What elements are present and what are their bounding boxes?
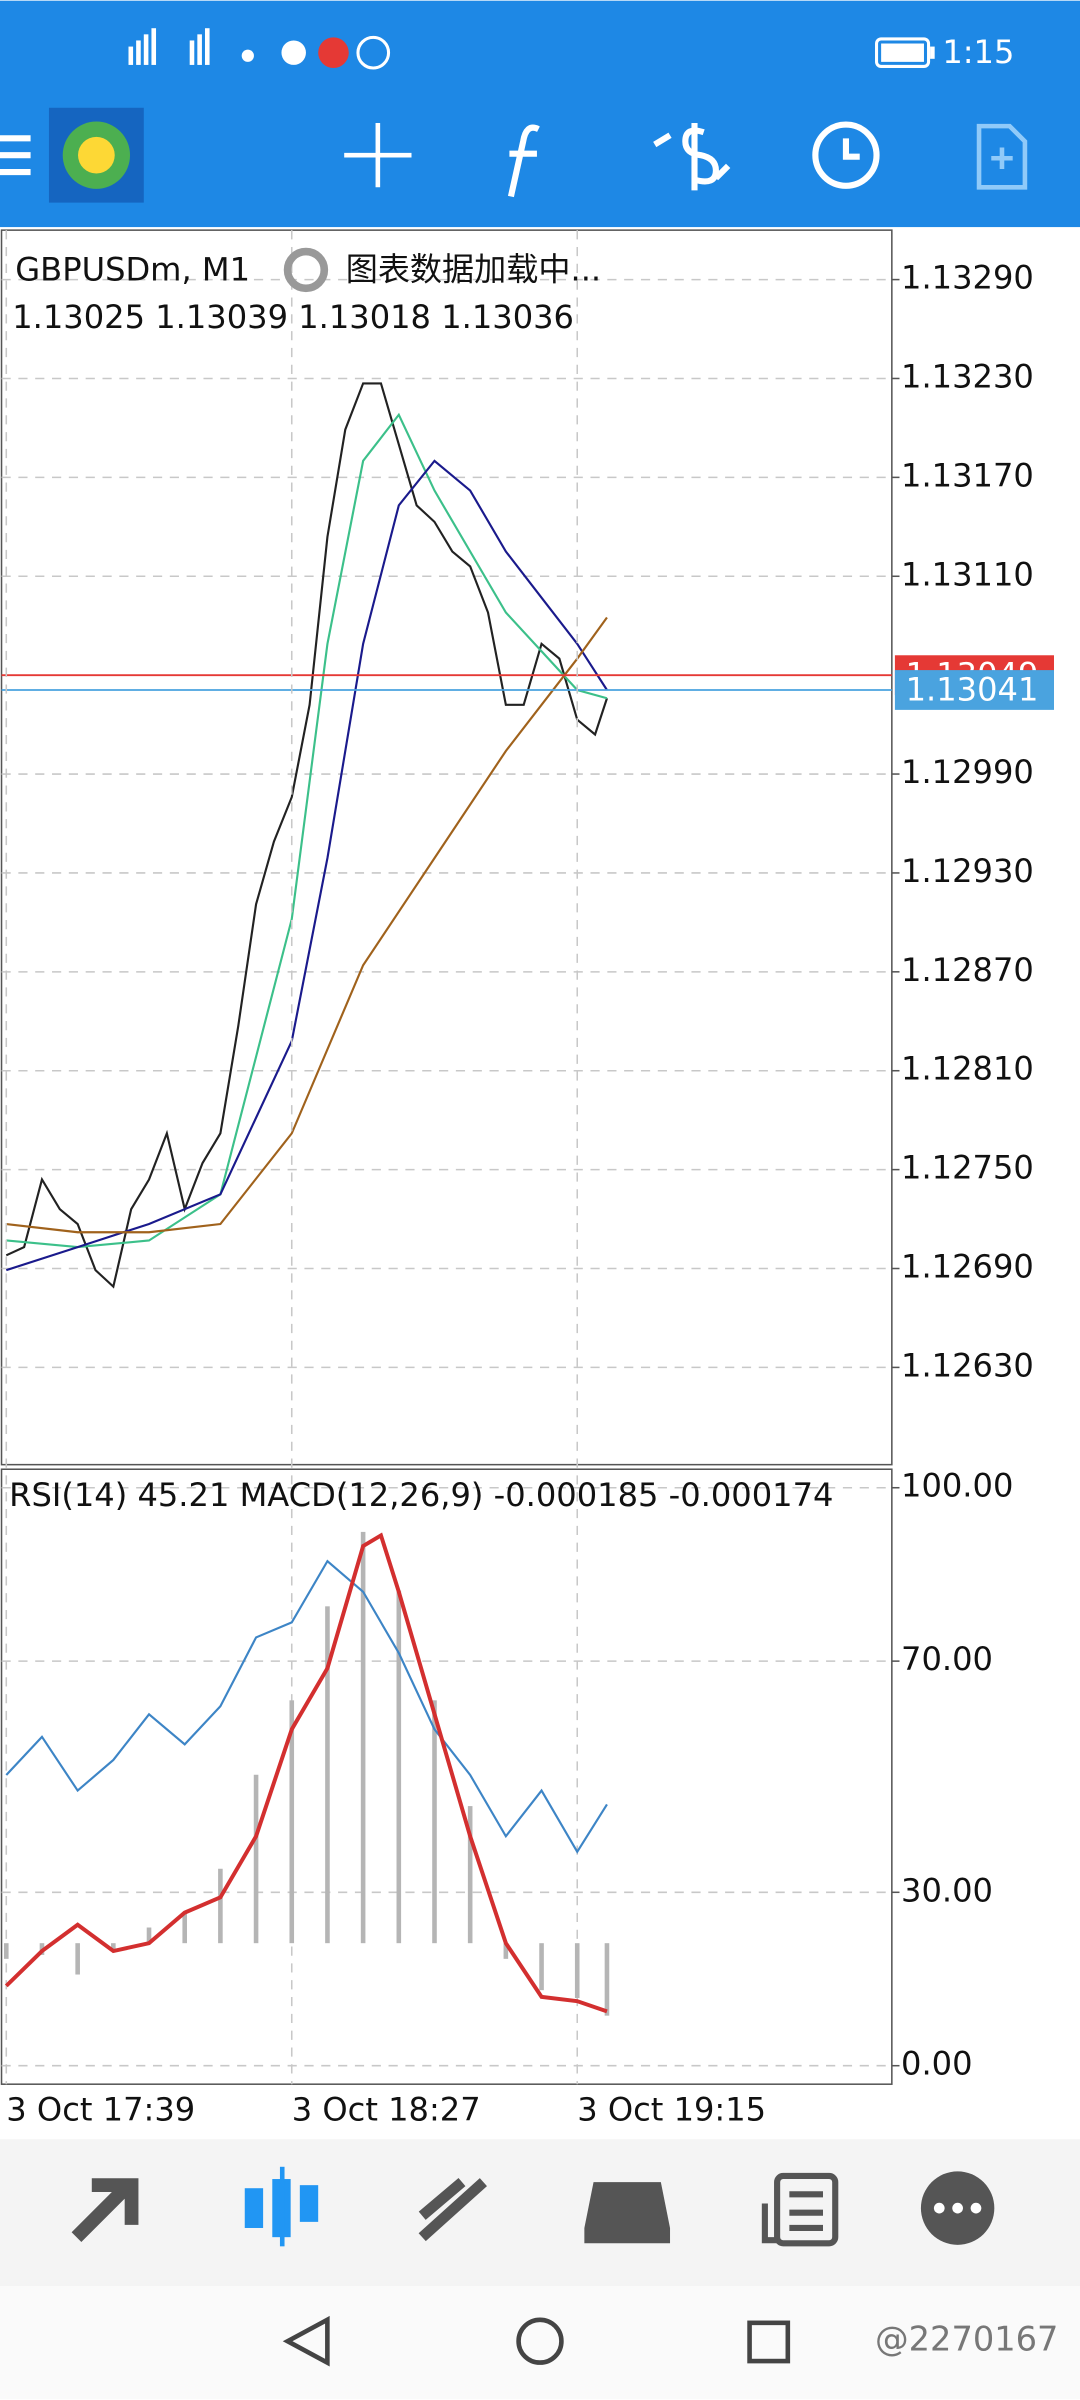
x-tick-label: 3 Oct 18:27 — [292, 2091, 481, 2129]
chart-title: GBPUSDm, M1 — [15, 250, 250, 288]
histogram-bar — [253, 1774, 259, 1944]
system-nav — [0, 2286, 1080, 2400]
y-tick-label: 1.13290 — [901, 259, 1034, 297]
y-tick-label: 1.12810 — [901, 1050, 1034, 1088]
indicator-pane — [0, 1468, 893, 2085]
histogram-bar — [3, 1943, 9, 1959]
menu-button[interactable] — [0, 135, 31, 176]
indicator-title: RSI(14) 45.21 MACD(12,26,9) -0.000185 -0… — [9, 1476, 833, 1514]
y-tick-label: 1.12930 — [901, 852, 1034, 890]
chat-tab[interactable] — [920, 2171, 995, 2245]
series-line — [4, 1532, 608, 2014]
histogram-bar — [111, 1943, 116, 1952]
y-tick-label: 70.00 — [901, 1640, 993, 1678]
y-tick-label: 0.00 — [901, 2045, 973, 2083]
histogram-bar — [182, 1911, 188, 1944]
recents-button[interactable] — [747, 2320, 791, 2364]
histogram-bar — [432, 1700, 437, 1944]
y-tick-label: 1.12630 — [901, 1346, 1034, 1384]
histogram-bar — [289, 1700, 295, 1944]
histogram-bar — [325, 1606, 330, 1944]
new-order-button[interactable] — [976, 123, 1028, 190]
chart-tab[interactable] — [244, 2166, 319, 2247]
plot-layer: 1.13290 1.13230 1.13170 1.13110 1.12990 1.129… — [1, 230, 1054, 2129]
quotes-tab[interactable] — [71, 2178, 139, 2243]
price-pane — [0, 229, 893, 1466]
x-tick-label: 3 Oct 19:15 — [577, 2091, 766, 2129]
histogram-bar — [574, 1943, 580, 1999]
loading-spinner — [283, 247, 329, 293]
ohlc-text: 1.13025 1.13039 1.13018 1.13036 — [12, 298, 574, 336]
app-logo[interactable] — [48, 107, 144, 203]
y-tick-label: 30.00 — [901, 1871, 993, 1909]
series-line — [5, 459, 608, 1272]
histogram-bar — [360, 1531, 366, 1944]
app-bar — [0, 0, 1080, 228]
home-button[interactable] — [516, 2317, 564, 2365]
series-line — [5, 1559, 608, 1854]
back-button[interactable] — [282, 2315, 330, 2367]
histogram-bar — [604, 1943, 610, 2016]
histogram-bar — [467, 1806, 473, 1944]
y-tick-label: 1.12690 — [901, 1248, 1034, 1286]
series-line — [6, 412, 608, 1249]
crosshair-button[interactable] — [344, 123, 412, 188]
loading-text: 图表数据加载中... — [346, 250, 601, 288]
news-tab[interactable] — [761, 2172, 839, 2247]
history-tab[interactable] — [584, 2182, 671, 2244]
x-tick-label: 3 Oct 17:39 — [6, 2091, 195, 2129]
y-tick-label: 1.12750 — [901, 1149, 1034, 1187]
bottom-nav — [0, 2139, 1080, 2287]
status-time: 1:15 — [942, 33, 1014, 71]
price-label-box — [894, 670, 1054, 710]
histogram-bar — [503, 1943, 509, 1959]
histogram-bar — [396, 1590, 402, 1944]
watermark: @2270167 — [875, 2320, 1058, 2359]
status-icons — [128, 28, 935, 70]
y-tick-label: 1.12990 — [901, 753, 1034, 791]
trade-tab[interactable] — [418, 2178, 487, 2242]
trade-button[interactable] — [653, 123, 731, 191]
histogram-bar — [75, 1943, 80, 1975]
indicators-button[interactable] — [507, 124, 540, 198]
y-tick-label: 1.13110 — [901, 555, 1034, 593]
y-tick-label: 1.12870 — [901, 951, 1034, 989]
price-label: 1.13041 — [906, 671, 1039, 709]
y-tick-label: 100.00 — [901, 1467, 1013, 1505]
histogram-bar — [146, 1927, 152, 1944]
series-line — [5, 382, 608, 1289]
history-button[interactable] — [812, 121, 880, 189]
histogram-bar — [218, 1868, 223, 1944]
y-tick-label: 1.13230 — [901, 357, 1034, 395]
histogram-bar — [539, 1943, 544, 1991]
y-tick-label: 1.13170 — [901, 456, 1034, 494]
